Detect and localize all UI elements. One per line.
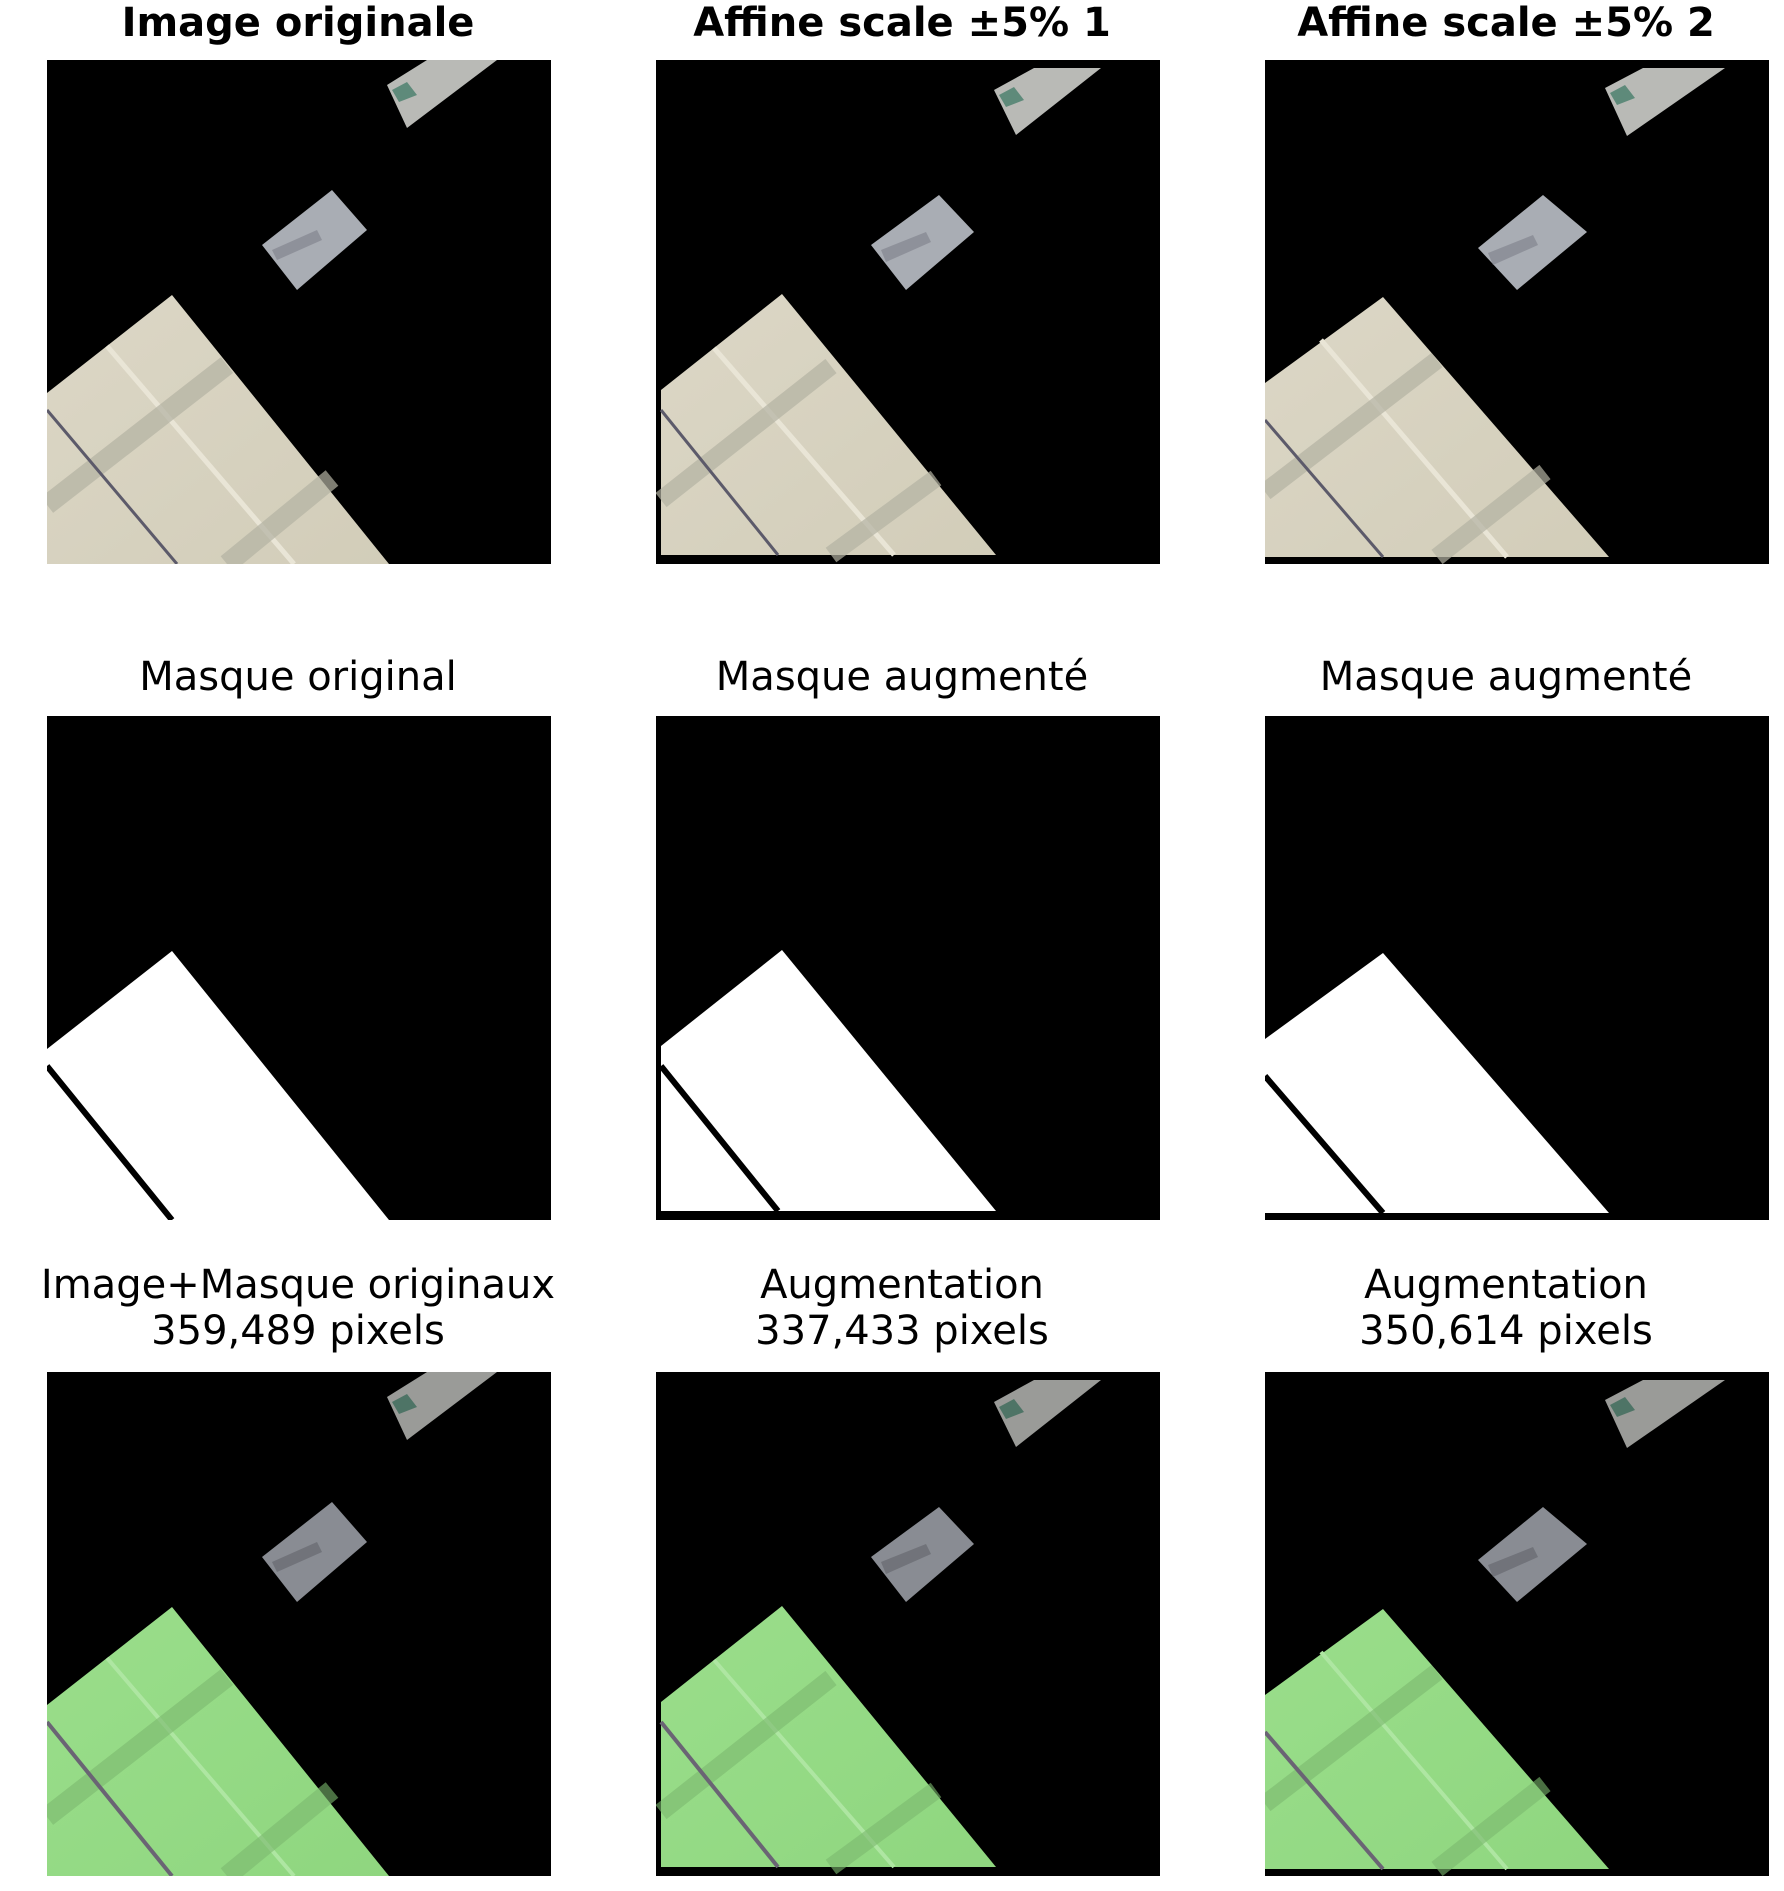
augmented-mask-2-panel bbox=[1265, 716, 1769, 1220]
panel-title-image-mask-original: Image+Masque originaux bbox=[40, 1262, 556, 1308]
panel-title-augmented-mask-2: Masque augmenté bbox=[1319, 654, 1693, 700]
original-image-panel bbox=[47, 60, 551, 564]
augmentation-2-overlay-panel bbox=[1265, 1372, 1769, 1876]
pixel-count-augmentation-2: 350,614 pixels bbox=[1359, 1308, 1653, 1354]
panel-title-affine-1: Affine scale ±5% 1 bbox=[693, 0, 1111, 46]
original-mask-panel bbox=[47, 716, 551, 1220]
panel-title-affine-2: Affine scale ±5% 2 bbox=[1297, 0, 1715, 46]
augmented-mask-1-panel bbox=[656, 716, 1160, 1220]
panel-title-original-mask: Masque original bbox=[139, 654, 457, 700]
panel-title-augmentation-2: Augmentation bbox=[1364, 1262, 1648, 1308]
affine-2-image-panel bbox=[1265, 60, 1769, 564]
pixel-count-augmentation-1: 337,433 pixels bbox=[755, 1308, 1049, 1354]
original-overlay-panel bbox=[47, 1372, 551, 1876]
panel-title-original-image: Image originale bbox=[121, 0, 475, 46]
augmentation-1-overlay-panel bbox=[656, 1372, 1160, 1876]
panel-title-augmentation-1: Augmentation bbox=[760, 1262, 1044, 1308]
panel-title-augmented-mask-1: Masque augmenté bbox=[715, 654, 1089, 700]
affine-1-image-panel bbox=[656, 60, 1160, 564]
pixel-count-original: 359,489 pixels bbox=[151, 1308, 445, 1354]
